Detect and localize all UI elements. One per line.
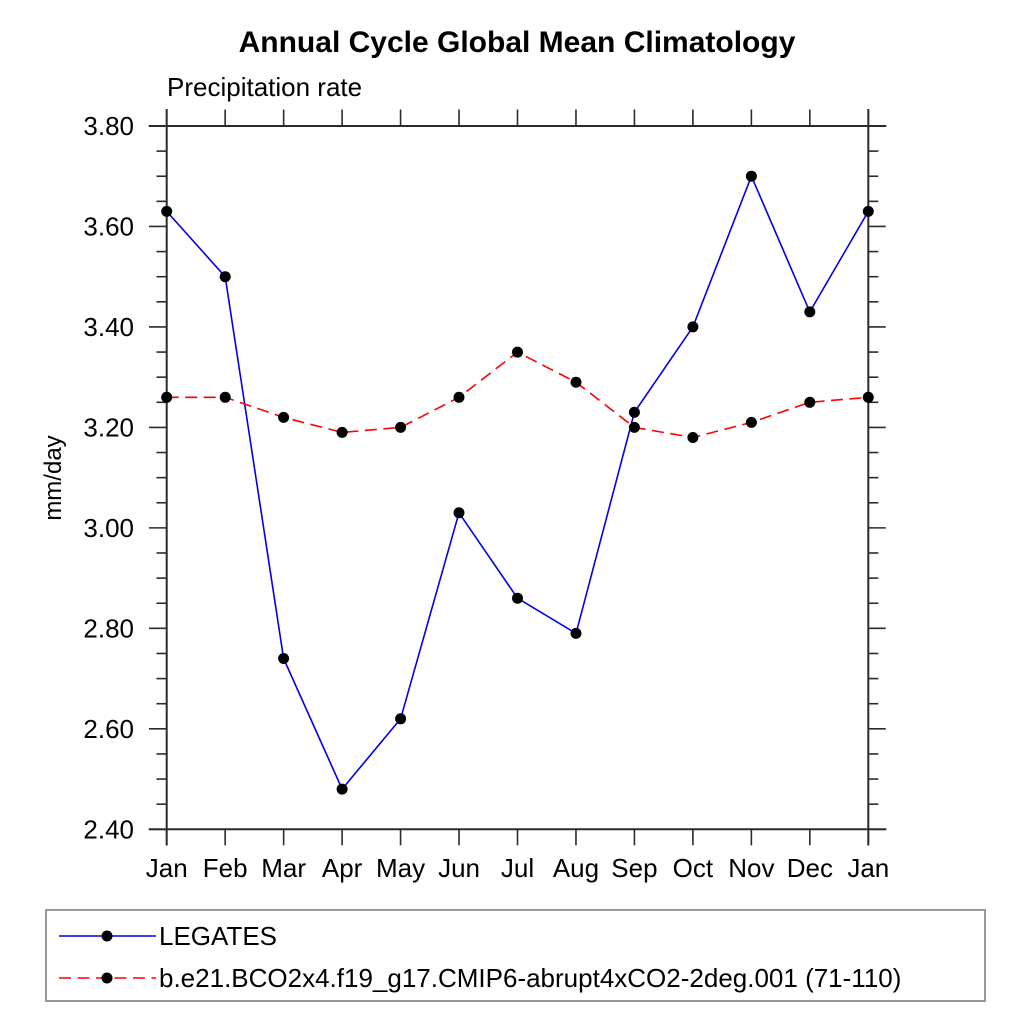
data-point-series-0 [453, 507, 465, 519]
x-tick-label: Jul [501, 853, 534, 883]
data-point-series-1 [278, 411, 290, 423]
x-tick-label: Jan [847, 853, 889, 883]
x-tick-label: Mar [261, 853, 306, 883]
series-line-0 [166, 174, 869, 791]
series-line-1 [166, 351, 869, 439]
data-point-series-0 [161, 205, 173, 217]
y-tick-label: 3.60 [83, 211, 134, 241]
x-tick-label: Aug [553, 853, 599, 883]
data-point-series-0 [336, 783, 348, 795]
legend-marker-circle [101, 972, 113, 984]
data-point-series-1 [862, 391, 874, 403]
x-tick-label: Apr [322, 853, 363, 883]
legend-label-model: b.e21.BCO2x4.f19_g17.CMIP6-abrupt4xCO2-2… [159, 963, 902, 993]
data-point-series-0 [687, 321, 699, 333]
legend-marker-circle [101, 930, 113, 942]
data-point-series-0 [804, 306, 816, 318]
data-point-series-0 [219, 271, 231, 283]
data-point-series-1 [336, 426, 348, 438]
y-tick-label: 3.00 [83, 513, 134, 543]
y-tick-label: 3.40 [83, 312, 134, 342]
y-tick-label: 3.20 [83, 412, 134, 442]
legend-label-legates: LEGATES [159, 921, 278, 951]
data-point-series-1 [512, 346, 523, 358]
data-point-series-0 [278, 653, 290, 664]
legend-item-model: b.e21.BCO2x4.f19_g17.CMIP6-abrupt4xCO2-2… [47, 957, 984, 999]
data-point-series-0 [862, 205, 874, 217]
legend-sample-dashed-line [59, 972, 156, 984]
x-tick-label: Sep [611, 853, 657, 883]
plot-area: Jan Feb Mar Apr May Jun Jul Aug Sep Oct Nov Dec Jan 2… [83, 109, 889, 883]
y-tick-label: 3.80 [83, 111, 134, 141]
y-tick-label: 2.60 [83, 714, 134, 744]
y-tick-label: 2.80 [83, 613, 134, 643]
data-point-series-1 [570, 376, 582, 388]
x-tick-label: Nov [728, 853, 774, 883]
legend-sample-solid-line [59, 930, 156, 942]
data-point-series-1 [687, 432, 699, 443]
data-point-series-0 [628, 406, 640, 418]
data-point-series-1 [161, 391, 173, 403]
data-point-series-0 [512, 592, 523, 604]
legend-item-legates: LEGATES [47, 915, 984, 957]
x-tick-label: Oct [673, 853, 714, 883]
chart-title: Annual Cycle Global Mean Climatology [238, 26, 796, 59]
data-point-series-1 [395, 421, 407, 433]
x-tick-label: Dec [787, 853, 833, 883]
data-point-series-0 [570, 627, 582, 639]
data-point-series-1 [628, 421, 640, 433]
chart-subtitle: Precipitation rate [167, 72, 363, 102]
x-tick-label: May [376, 853, 425, 883]
x-tick-label: Jan [146, 853, 188, 883]
y-tick-label: 2.40 [83, 814, 134, 844]
data-point-series-1 [804, 396, 816, 408]
data-point-series-1 [453, 391, 465, 403]
legend: LEGATES b.e21.BCO2x4.f19_g17.CMIP6-abrup… [45, 909, 986, 1002]
data-point-series-1 [745, 416, 757, 428]
x-tick-label: Jun [438, 853, 480, 883]
data-point-series-0 [395, 713, 407, 725]
data-point-series-0 [745, 170, 757, 182]
x-tick-label: Feb [203, 853, 248, 883]
data-point-series-1 [219, 391, 231, 403]
